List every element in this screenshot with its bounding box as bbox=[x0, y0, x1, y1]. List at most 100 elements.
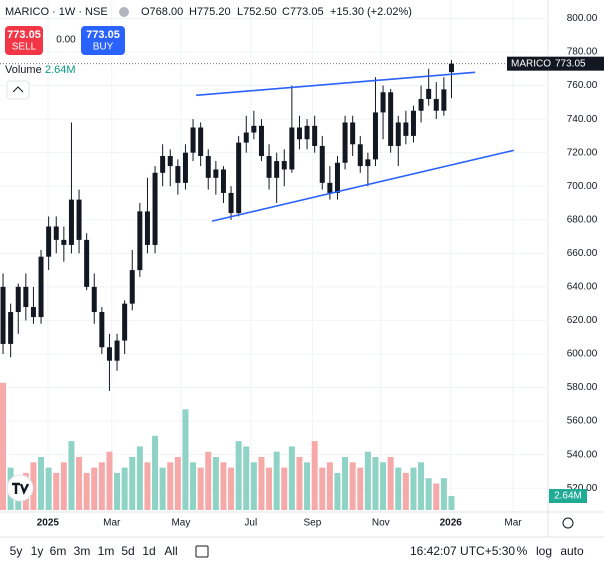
volume-bar bbox=[83, 472, 90, 510]
overlay: MARICO · 1W · NSE O768.00 H775.20 L752.5… bbox=[5, 6, 604, 558]
volume-bar bbox=[205, 451, 212, 510]
volume-bar bbox=[342, 457, 349, 510]
candle-body bbox=[91, 286, 97, 313]
candle-body bbox=[190, 127, 196, 153]
volume-bar bbox=[402, 472, 409, 510]
candle-body bbox=[205, 156, 211, 178]
sell-button[interactable] bbox=[5, 26, 43, 55]
buy-label: BUY bbox=[93, 42, 114, 53]
range-button[interactable]: 5d bbox=[121, 544, 134, 558]
volume-bar bbox=[425, 478, 432, 510]
x-tick-label: Nov bbox=[372, 518, 390, 529]
volume-bar bbox=[250, 462, 257, 510]
volume-bar bbox=[243, 446, 250, 510]
volume-bar bbox=[334, 472, 341, 510]
range-button[interactable]: 5y bbox=[10, 544, 23, 558]
volume-bar bbox=[76, 457, 83, 510]
candle-body bbox=[160, 156, 166, 173]
volume-bar bbox=[0, 382, 7, 510]
y-tick-label: 660.00 bbox=[567, 248, 598, 259]
candle-body bbox=[342, 122, 348, 163]
range-button[interactable]: All bbox=[164, 544, 177, 558]
candle-body bbox=[304, 125, 310, 140]
volume-bar bbox=[395, 467, 402, 510]
candle-body bbox=[129, 270, 135, 304]
volume-axis-box bbox=[549, 489, 587, 503]
logo-mark bbox=[12, 482, 30, 495]
volume-bar bbox=[364, 451, 371, 510]
range-button[interactable]: 1d bbox=[142, 544, 155, 558]
ohlc-change: +15.30 (+2.02%) bbox=[330, 6, 412, 18]
log-toggle[interactable]: log bbox=[536, 544, 552, 558]
candle-body bbox=[99, 312, 105, 348]
volume-bar bbox=[144, 462, 151, 510]
y-tick-label: 740.00 bbox=[567, 114, 598, 125]
volume-bar bbox=[448, 496, 455, 510]
range-button[interactable]: 1m bbox=[98, 544, 115, 558]
volume-bar bbox=[45, 467, 52, 510]
volume-value: 2.64M bbox=[45, 64, 76, 76]
x-tick-label: Jul bbox=[244, 518, 257, 529]
y-tick-label: 640.00 bbox=[567, 282, 598, 293]
candle-body bbox=[68, 199, 74, 245]
trendline bbox=[211, 149, 514, 222]
volume-bar bbox=[380, 462, 387, 510]
candle-body bbox=[53, 226, 59, 240]
volume-bar bbox=[228, 467, 235, 510]
marks bbox=[0, 0, 548, 510]
percent-toggle[interactable]: % bbox=[517, 544, 528, 558]
settings-icon[interactable] bbox=[562, 517, 574, 529]
range-button[interactable]: 6m bbox=[50, 544, 67, 558]
candle-body bbox=[251, 125, 257, 133]
ohlc-open: O768.00 bbox=[141, 6, 183, 18]
range-button[interactable]: 3m bbox=[74, 544, 91, 558]
candle-body bbox=[274, 161, 280, 178]
logo bbox=[6, 474, 34, 502]
candle-body bbox=[23, 286, 29, 308]
candle-body bbox=[61, 239, 67, 245]
y-tick-label: 580.00 bbox=[567, 382, 598, 393]
candle-body bbox=[122, 303, 128, 341]
volume-bar bbox=[311, 441, 318, 510]
auto-toggle[interactable]: auto bbox=[560, 544, 584, 558]
candle-body bbox=[433, 98, 439, 111]
candle-body bbox=[350, 122, 356, 145]
candle-body bbox=[266, 156, 272, 178]
last-price: 773.05 bbox=[555, 58, 586, 69]
candle-body bbox=[15, 286, 21, 313]
trendline bbox=[196, 71, 476, 97]
candle-body bbox=[236, 142, 242, 214]
volume-bar bbox=[114, 472, 121, 510]
calendar-icon[interactable] bbox=[195, 545, 209, 558]
volume-bar bbox=[182, 409, 189, 510]
collapse-button[interactable] bbox=[6, 80, 30, 100]
candle-body bbox=[441, 89, 447, 111]
x-tick-label: Mar bbox=[103, 518, 121, 529]
y-tick-label: 780.00 bbox=[567, 47, 598, 58]
y-tick-label: 800.00 bbox=[567, 13, 598, 24]
volume-bar bbox=[98, 462, 105, 510]
volume-bar bbox=[258, 457, 265, 510]
volume-bar bbox=[319, 467, 326, 510]
volume-bar bbox=[440, 478, 447, 510]
candle-body bbox=[152, 172, 158, 245]
sell-price: 773.05 bbox=[7, 29, 41, 41]
candle-body bbox=[114, 340, 120, 361]
eye-icon[interactable] bbox=[119, 7, 129, 17]
volume-bar bbox=[38, 457, 45, 510]
volume-bar bbox=[106, 451, 113, 510]
volume-axis-label: 2.64M bbox=[554, 491, 582, 502]
range-button[interactable]: 1y bbox=[31, 544, 44, 558]
candle-body bbox=[395, 122, 401, 146]
candle-body bbox=[228, 192, 234, 214]
ohlc-high: H775.20 bbox=[189, 6, 231, 18]
last-price-box bbox=[507, 56, 604, 71]
volume-bar bbox=[288, 446, 295, 510]
x-tick-label: Sep bbox=[303, 518, 321, 529]
volume-bar bbox=[30, 462, 37, 510]
candle-body bbox=[365, 159, 371, 167]
candle-body bbox=[76, 199, 82, 240]
buy-button[interactable] bbox=[81, 26, 125, 55]
volume-bar bbox=[129, 457, 136, 510]
y-tick-label: 680.00 bbox=[567, 214, 598, 225]
